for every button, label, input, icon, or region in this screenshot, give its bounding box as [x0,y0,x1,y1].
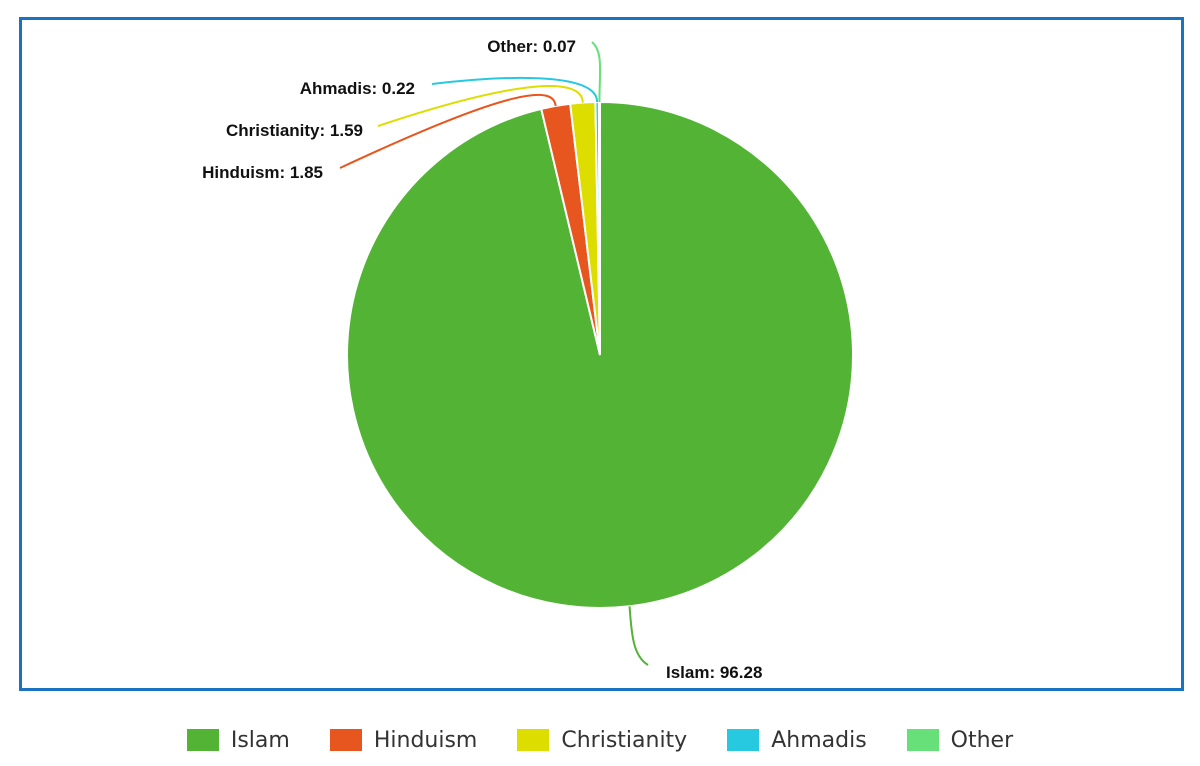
legend-label-ahmadis: Ahmadis [771,727,867,753]
legend-item-islam[interactable]: Islam [186,727,290,753]
legend-swatch-other [906,729,939,751]
slice-labels: Islam: 96.28 Hinduism: 1.85 Christianity: … [202,37,762,682]
legend-label-hinduism: Hinduism [373,727,478,753]
slice-label-christianity: Christianity: 1.59 [226,121,363,140]
legend-label-christianity: Christianity [561,727,688,753]
connector-other [591,41,602,103]
pie-slices [346,100,854,609]
legend: Islam Hinduism Christianity Ahmadis Othe… [0,724,1200,756]
connector-christianity [377,85,584,127]
legend-item-christianity[interactable]: Christianity [517,728,687,753]
slice-label-ahmadis: Ahmadis: 0.22 [300,79,415,98]
slice-label-other: Other: 0.07 [487,37,576,56]
label-connectors [339,41,649,666]
legend-swatch-ahmadis [727,729,760,751]
connector-ahmadis [431,76,599,103]
legend-swatch-islam [186,729,219,751]
pie-slice-other[interactable] [597,100,601,356]
slice-label-hinduism: Hinduism: 1.85 [202,163,323,182]
legend-item-hinduism[interactable]: Hinduism [329,727,478,753]
connector-islam [628,606,649,666]
legend-item-other[interactable]: Other [906,727,1014,753]
legend-item-ahmadis[interactable]: Ahmadis [727,727,867,753]
legend-swatch-christianity [517,729,550,751]
legend-label-islam: Islam [230,727,290,753]
connector-hinduism [339,93,557,169]
slice-label-islam: Islam: 96.28 [666,663,762,682]
legend-swatch-hinduism [329,729,362,751]
legend-label-other: Other [950,727,1014,753]
